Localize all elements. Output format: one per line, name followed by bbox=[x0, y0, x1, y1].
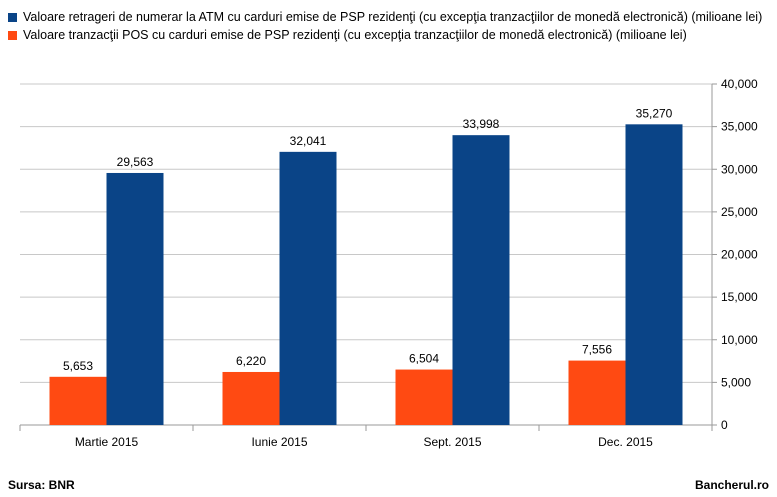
bar bbox=[625, 124, 683, 426]
data-label: 5,653 bbox=[63, 359, 93, 373]
source-note: Sursa: BNR bbox=[8, 478, 75, 492]
bar bbox=[279, 151, 337, 426]
bar bbox=[222, 371, 280, 425]
data-label: 29,563 bbox=[117, 155, 154, 169]
legend-item-pos: Valoare tranzacţii POS cu carduri emise … bbox=[8, 26, 768, 44]
x-tick-label: Dec. 2015 bbox=[598, 435, 653, 449]
x-tick-label: Iunie 2015 bbox=[251, 435, 307, 449]
y-tick-label: 20,000 bbox=[721, 248, 758, 262]
y-tick-label: 40,000 bbox=[721, 77, 758, 91]
y-tick-label: 35,000 bbox=[721, 120, 758, 134]
bar bbox=[106, 172, 164, 425]
x-tick-label: Sept. 2015 bbox=[423, 435, 481, 449]
brand-name: Bancherul.ro bbox=[694, 478, 769, 492]
bar bbox=[49, 376, 107, 425]
y-tick-label: 5,000 bbox=[721, 375, 751, 389]
x-tick-label: Martie 2015 bbox=[75, 435, 139, 449]
data-label: 6,220 bbox=[236, 354, 266, 368]
data-label: 6,504 bbox=[409, 352, 439, 366]
y-tick-label: 10,000 bbox=[721, 333, 758, 347]
legend: Valoare retrageri de numerar la ATM cu c… bbox=[8, 8, 768, 44]
y-tick-label: 30,000 bbox=[721, 162, 758, 176]
bar bbox=[452, 135, 510, 425]
y-tick-label: 0 bbox=[721, 418, 728, 432]
legend-item-atm: Valoare retrageri de numerar la ATM cu c… bbox=[8, 8, 768, 26]
y-tick-label: 15,000 bbox=[721, 290, 758, 304]
bar bbox=[395, 369, 453, 425]
data-label: 33,998 bbox=[463, 117, 500, 131]
legend-label-pos: Valoare tranzacţii POS cu carduri emise … bbox=[23, 28, 687, 42]
data-label: 7,556 bbox=[582, 343, 612, 357]
legend-label-atm: Valoare retrageri de numerar la ATM cu c… bbox=[23, 10, 763, 24]
y-tick-label: 25,000 bbox=[721, 205, 758, 219]
data-label: 35,270 bbox=[636, 106, 673, 120]
legend-swatch-pos bbox=[8, 30, 17, 40]
legend-swatch-atm bbox=[8, 12, 17, 22]
data-label: 32,041 bbox=[290, 134, 327, 148]
bar bbox=[568, 360, 626, 425]
